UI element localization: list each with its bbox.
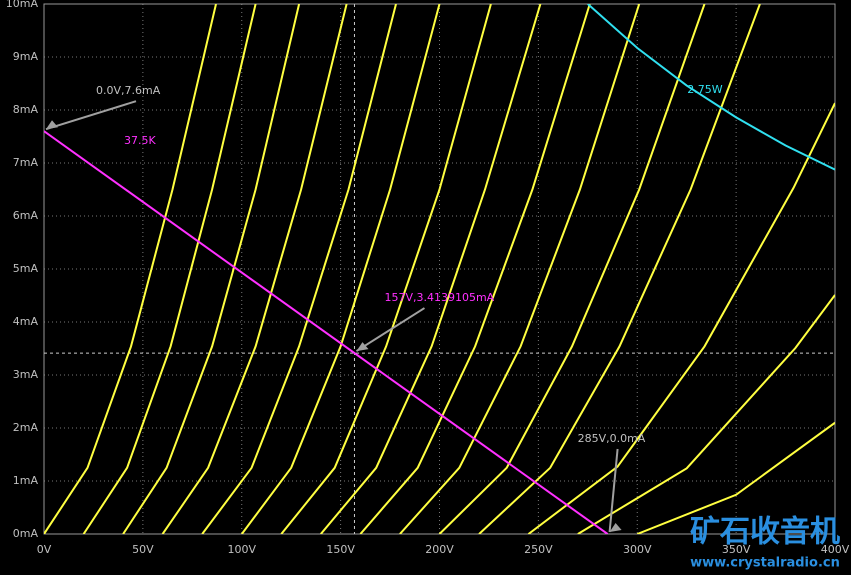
series-line (478, 4, 761, 534)
series-line (44, 4, 217, 534)
series-line (240, 4, 441, 534)
x-tick-label: 250V (524, 543, 553, 556)
watermark-title: 矿石收音机 (690, 515, 840, 550)
x-tick-label: 100V (227, 543, 256, 556)
x-tick-label: 50V (132, 543, 154, 556)
series-label: 2.75W (687, 83, 722, 96)
annotation-label: 285V,0.0mA (578, 432, 646, 445)
series-line (359, 4, 591, 534)
annotation-label: 157V,3.4139105mA (384, 291, 494, 304)
x-tick-label: 400V (821, 543, 850, 556)
series-line (577, 294, 835, 534)
y-tick-label: 1mA (13, 474, 39, 487)
y-tick-label: 0mA (13, 527, 39, 540)
series-line (280, 4, 492, 534)
watermark: 矿石收音机 www.crystalradio.cn (690, 515, 840, 571)
y-tick-label: 3mA (13, 368, 39, 381)
y-tick-label: 4mA (13, 315, 39, 328)
y-tick-label: 8mA (13, 103, 39, 116)
watermark-url: www.crystalradio.cn (690, 556, 840, 571)
arrow-head (356, 342, 369, 352)
arrow-head (609, 523, 622, 532)
y-tick-label: 2mA (13, 421, 39, 434)
x-tick-label: 0V (37, 543, 52, 556)
series-line (636, 421, 835, 534)
series-line (161, 4, 348, 534)
x-tick-label: 350V (722, 543, 751, 556)
y-tick-label: 6mA (13, 209, 39, 222)
x-tick-label: 150V (326, 543, 355, 556)
annotation-arrow (608, 448, 619, 533)
series-line (399, 4, 641, 534)
annotation-arrow (45, 100, 137, 131)
series-line (438, 4, 706, 534)
series-line (122, 4, 301, 534)
series-line (201, 4, 397, 534)
series-line (587, 4, 835, 171)
series-line (44, 130, 609, 534)
y-tick-label: 7mA (13, 156, 39, 169)
x-tick-label: 200V (425, 543, 454, 556)
series-line (527, 102, 835, 534)
series-line (82, 4, 257, 534)
series-label: 37.5K (124, 134, 156, 147)
series-line (320, 4, 542, 534)
annotation-label: 0.0V,7.6mA (96, 84, 161, 97)
y-tick-label: 9mA (13, 50, 39, 63)
arrow-head (46, 120, 58, 130)
annotation-arrow (355, 307, 426, 352)
y-tick-label: 5mA (13, 262, 39, 275)
y-tick-label: 10mA (6, 0, 39, 10)
x-tick-label: 300V (623, 543, 652, 556)
